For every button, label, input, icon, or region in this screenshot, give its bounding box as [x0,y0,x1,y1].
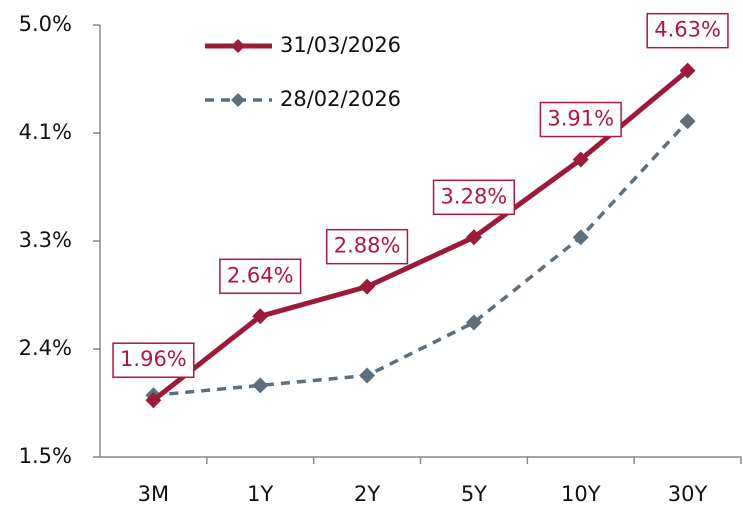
x-tick-label: 2Y [354,482,380,505]
marker [572,229,589,246]
value-label: 3.28% [432,179,516,216]
legend-label: 31/03/2026 [280,33,401,57]
value-label-box [112,342,195,378]
x-tick-label: 10Y [561,482,601,505]
value-label: 2.64% [219,258,302,295]
y-tick-label: 1.5% [19,444,72,468]
value-label-text: 3.91% [547,107,614,131]
x-tick-label: 30Y [668,482,708,505]
x-tick-label: 1Y [247,482,273,505]
value-label-box [432,179,516,216]
x-tick-label: 3M [138,482,169,505]
value-label-box [219,258,302,295]
value-label-box [539,101,622,138]
marker [252,308,269,325]
marker [145,392,162,409]
value-label-text: 1.96% [120,347,187,371]
marker [359,278,376,295]
y-tick-label: 5.0% [19,12,72,36]
legend-marker [231,39,245,53]
series-line [151,68,690,403]
value-label-box [646,12,729,49]
marker [679,113,696,130]
series-line [153,120,689,398]
marker [359,367,376,384]
value-label-text: 4.63% [654,18,721,42]
value-label-text: 2.64% [227,263,294,287]
value-label: 3.91% [539,101,622,138]
marker [679,62,696,79]
marker [465,229,482,246]
y-tick-label: 4.1% [19,120,72,144]
x-tick-label: 5Y [461,482,487,505]
marker [252,377,269,394]
legend-label: 28/02/2026 [280,87,401,111]
value-label: 4.63% [646,12,729,49]
y-tick-label: 3.3% [19,228,72,252]
legend-marker [231,93,245,107]
value-label-text: 2.88% [334,234,401,258]
y-tick-label: 2.4% [19,336,72,360]
value-label-box [325,228,409,265]
value-label-text: 3.28% [441,184,508,208]
marker [465,314,482,331]
value-label: 2.88% [325,228,409,265]
marker [572,151,589,168]
value-label: 1.96% [112,342,195,378]
